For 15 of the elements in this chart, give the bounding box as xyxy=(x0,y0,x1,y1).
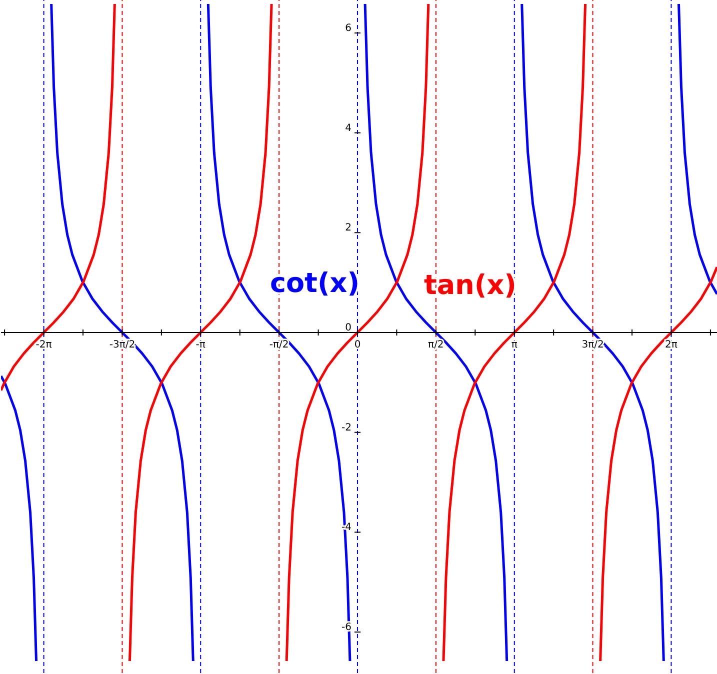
y-tick-label: -2 xyxy=(342,422,352,434)
x-tick-label: 3π/2 xyxy=(582,340,604,351)
y-tick-label: 0 xyxy=(345,322,352,334)
y-tick-label: 6 xyxy=(345,22,352,34)
y-tick-label: 4 xyxy=(345,122,352,134)
x-tick-label: -2π xyxy=(36,340,52,351)
x-tick-label: -π/2 xyxy=(269,340,289,351)
x-tick-label: π xyxy=(511,340,518,351)
x-tick-label: -π xyxy=(196,340,206,351)
series-label: tan(x) xyxy=(424,270,516,301)
x-tick-label: π/2 xyxy=(428,340,444,351)
y-tick-label: 2 xyxy=(345,222,352,234)
x-tick-label: 2π xyxy=(665,340,678,351)
x-tick-label: 0 xyxy=(354,340,361,351)
series-label: cot(x) xyxy=(270,268,360,299)
